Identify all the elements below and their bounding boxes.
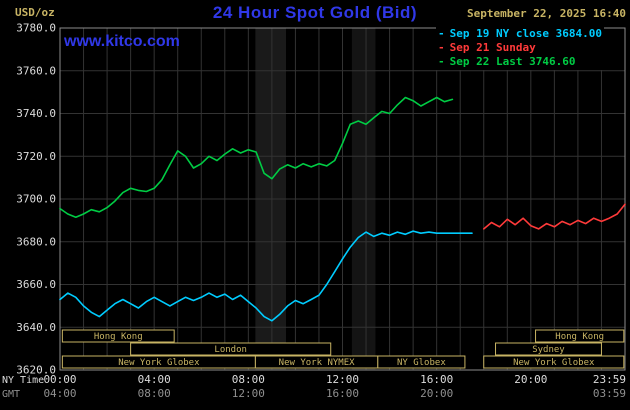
market-session-label: Hong Kong [94, 332, 143, 342]
legend-marker-dash: - [438, 55, 445, 68]
legend-label: Sep 22 Last 3746.60 [449, 55, 576, 68]
x-tick-ny: 08:00 [232, 373, 265, 386]
y-tick-label: 3700.0 [16, 193, 56, 206]
market-session-label: Hong Kong [555, 332, 604, 342]
y-tick-label: 3660.0 [16, 278, 56, 291]
x-tick-gmt: 12:00 [232, 387, 265, 400]
series-line-sep-22 [59, 96, 454, 218]
x-tick-gmt: 08:00 [138, 387, 171, 400]
market-session-label: Sydney [532, 345, 565, 355]
market-session-label: London [214, 345, 247, 355]
y-tick-label: 3620.0 [16, 364, 56, 377]
legend-item: - Sep 22 Last 3746.60 [438, 55, 602, 69]
chart-timestamp: September 22, 2025 16:40 [467, 7, 626, 20]
plot-border [59, 27, 626, 371]
series-line-sep-19-ny-close [59, 230, 473, 322]
legend-marker-dash: - [438, 27, 445, 40]
chart-title: 24 Hour Spot Gold (Bid) [212, 3, 418, 22]
y-tick-label: 3740.0 [16, 107, 56, 120]
x-axis-gmt-label: GMT [2, 389, 20, 400]
legend-item: - Sep 19 NY close 3684.00 [438, 27, 602, 41]
market-session-box [61, 329, 175, 343]
market-session-box [483, 355, 625, 369]
series-line-sep-21-sunday [482, 203, 626, 230]
x-tick-ny: 00:00 [43, 373, 76, 386]
y-tick-label: 3780.0 [16, 22, 56, 35]
chart-legend: - Sep 19 NY close 3684.00- Sep 21 Sunday - S… [436, 26, 604, 70]
y-tick-label: 3760.0 [16, 64, 56, 77]
legend-item: - Sep 21 Sunday [438, 41, 602, 55]
legend-label: Sep 21 Sunday [449, 41, 536, 54]
market-session-box [130, 342, 332, 356]
x-tick-gmt: 04:00 [43, 387, 76, 400]
y-tick-label: 3720.0 [16, 150, 56, 163]
market-session-box [495, 342, 602, 356]
market-session-box [377, 355, 466, 369]
x-tick-gmt: 16:00 [326, 387, 359, 400]
x-tick-ny: 16:00 [420, 373, 453, 386]
x-tick-ny: 23:59 [593, 373, 626, 386]
market-session-label: New York NYMEX [279, 358, 355, 368]
market-session-box [535, 329, 625, 343]
x-tick-ny: 20:00 [514, 373, 547, 386]
market-session-label: New York Globex [513, 358, 595, 368]
market-session-label: New York Globex [118, 358, 200, 368]
y-tick-label: 3640.0 [16, 321, 56, 334]
y-tick-label: 3680.0 [16, 235, 56, 248]
x-tick-ny: 04:00 [138, 373, 171, 386]
x-tick-gmt: 20:00 [420, 387, 453, 400]
kitco-watermark-link[interactable]: www.kitco.com [64, 33, 180, 50]
x-axis-ny-time-label: NY Time [2, 375, 44, 386]
x-tick-gmt: 03:59 [593, 387, 626, 400]
legend-label: Sep 19 NY close 3684.00 [449, 27, 602, 40]
market-session-label: NY Globex [397, 358, 446, 368]
legend-marker-dash: - [438, 41, 445, 54]
x-tick-ny: 12:00 [326, 373, 359, 386]
y-axis-unit-label: USD/oz [15, 6, 55, 19]
